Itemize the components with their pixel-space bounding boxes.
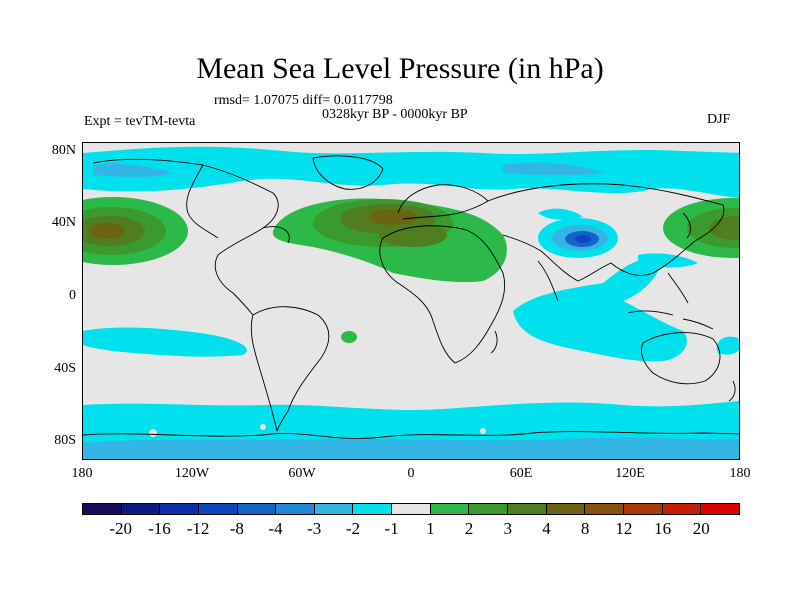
colorbar-swatch xyxy=(623,504,663,514)
experiment-label: Expt = tevTM-tevta xyxy=(84,114,196,129)
north-pacific-positive-east xyxy=(663,198,739,258)
colorbar-label: -16 xyxy=(148,519,171,538)
colorbar-swatch xyxy=(508,504,547,514)
lon-label-120e: 120E xyxy=(615,466,645,481)
lon-label-60e: 60E xyxy=(509,466,533,481)
south-pacific-negative-anomaly xyxy=(83,327,247,357)
antarctic-negative-anomaly xyxy=(83,401,739,459)
colorbar-label: 8 xyxy=(580,519,590,538)
lat-label-80n: 80N xyxy=(51,143,76,158)
north-pacific-positive-west xyxy=(83,197,188,265)
colorbar-label: -20 xyxy=(109,519,133,538)
colorbar-label: 16 xyxy=(654,519,672,538)
stats-text: rmsd= 1.07075 diff= 0.0117798 xyxy=(214,93,393,108)
coastlines xyxy=(83,155,739,439)
lon-label-0: 0 xyxy=(407,466,415,481)
lat-label-40s: 40S xyxy=(54,361,76,376)
colorbar-label: 12 xyxy=(615,519,633,538)
colorbar-swatch xyxy=(392,504,431,514)
colorbar-swatch xyxy=(469,504,509,514)
anomaly-map xyxy=(83,146,739,459)
colorbar-label: -3 xyxy=(307,519,322,538)
colorbar-swatch xyxy=(237,504,277,514)
colorbar-label: 3 xyxy=(503,519,513,538)
colorbar-label: 1 xyxy=(426,519,435,538)
colorbar-swatch xyxy=(585,504,624,514)
colorbar-swatch xyxy=(198,504,238,514)
lat-label-0: 0 xyxy=(69,288,76,303)
lon-label-180w: 180 xyxy=(71,466,93,481)
chart-title: Mean Sea Level Pressure (in hPa) xyxy=(196,52,604,85)
colorbar xyxy=(82,503,740,515)
colorbar-label: -12 xyxy=(186,519,210,538)
colorbar-swatch xyxy=(83,504,122,514)
period-text: 0328kyr BP - 0000kyr BP xyxy=(322,107,468,122)
colorbar-swatch xyxy=(546,504,586,514)
colorbar-swatch xyxy=(121,504,161,514)
colorbar-swatch xyxy=(701,504,739,514)
colorbar-swatch xyxy=(430,504,470,514)
season-label: DJF xyxy=(707,112,731,127)
colorbar-label: 4 xyxy=(542,519,551,538)
colorbar-swatch xyxy=(353,504,393,514)
colorbar-swatch xyxy=(314,504,354,514)
lat-label-40n: 40N xyxy=(51,215,76,230)
south-atlantic-positive-spot xyxy=(341,331,357,343)
colorbar-label: -8 xyxy=(229,519,244,538)
lon-label-120w: 120W xyxy=(174,466,210,481)
colorbar-swatch xyxy=(160,504,199,514)
colorbar-label: -2 xyxy=(345,519,361,538)
colorbar-swatch xyxy=(276,504,315,514)
map-panel xyxy=(82,142,740,460)
colorbar-label: 2 xyxy=(464,519,474,538)
colorbar-label: 20 xyxy=(692,519,710,538)
colorbar-label: -4 xyxy=(268,519,283,538)
colorbar-label: -1 xyxy=(384,519,399,538)
colorbar-swatch xyxy=(662,504,702,514)
lon-label-60w: 60W xyxy=(288,466,316,481)
lon-label-180e: 180 xyxy=(729,466,751,481)
indian-ocean-negative-anomaly xyxy=(513,253,739,362)
lat-label-80s: 80S xyxy=(54,433,76,448)
arctic-negative-anomaly xyxy=(83,146,739,198)
tibet-negative-anomaly xyxy=(538,208,618,258)
atlantic-sahara-positive xyxy=(272,198,507,283)
